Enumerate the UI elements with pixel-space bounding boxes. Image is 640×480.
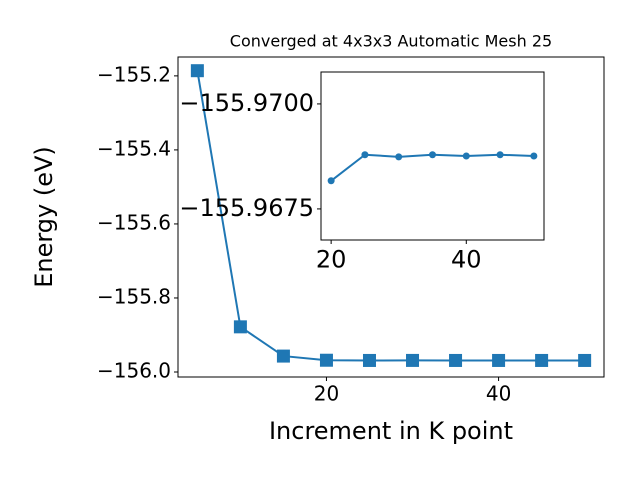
marker	[429, 151, 436, 159]
y-tick-label: −155.6	[97, 210, 171, 234]
marker	[406, 353, 420, 367]
marker	[530, 152, 538, 160]
y-tick-label: −155.4	[97, 136, 171, 160]
x-tick-label: 40	[451, 245, 482, 273]
x-tick-label: 20	[316, 245, 347, 273]
marker	[496, 151, 504, 159]
series-line	[196, 70, 585, 362]
x-axis-label: Increment in K point	[269, 417, 513, 445]
y-axis-label: Energy (eV)	[30, 146, 58, 288]
y-tick-label: −156.0	[97, 359, 171, 383]
marker	[462, 152, 470, 160]
marker	[233, 320, 247, 334]
y-tick-label: −155.8	[97, 284, 171, 308]
chart-title: Converged at 4x3x3 Automatic Mesh 25	[230, 32, 552, 51]
marker	[276, 349, 290, 363]
marker	[449, 353, 463, 367]
y-tick-label: −155.9700	[179, 89, 314, 117]
marker	[492, 353, 506, 367]
marker	[190, 64, 204, 78]
marker	[362, 353, 376, 367]
marker	[361, 151, 369, 159]
marker	[395, 153, 403, 161]
marker	[327, 177, 335, 185]
marker	[319, 353, 333, 367]
marker	[535, 353, 549, 367]
y-tick-label: −155.2	[97, 62, 171, 86]
x-tick-label: 20	[314, 382, 339, 406]
y-tick-label: −155.9675	[179, 194, 314, 222]
marker	[578, 353, 592, 367]
x-tick-label: 40	[486, 382, 511, 406]
